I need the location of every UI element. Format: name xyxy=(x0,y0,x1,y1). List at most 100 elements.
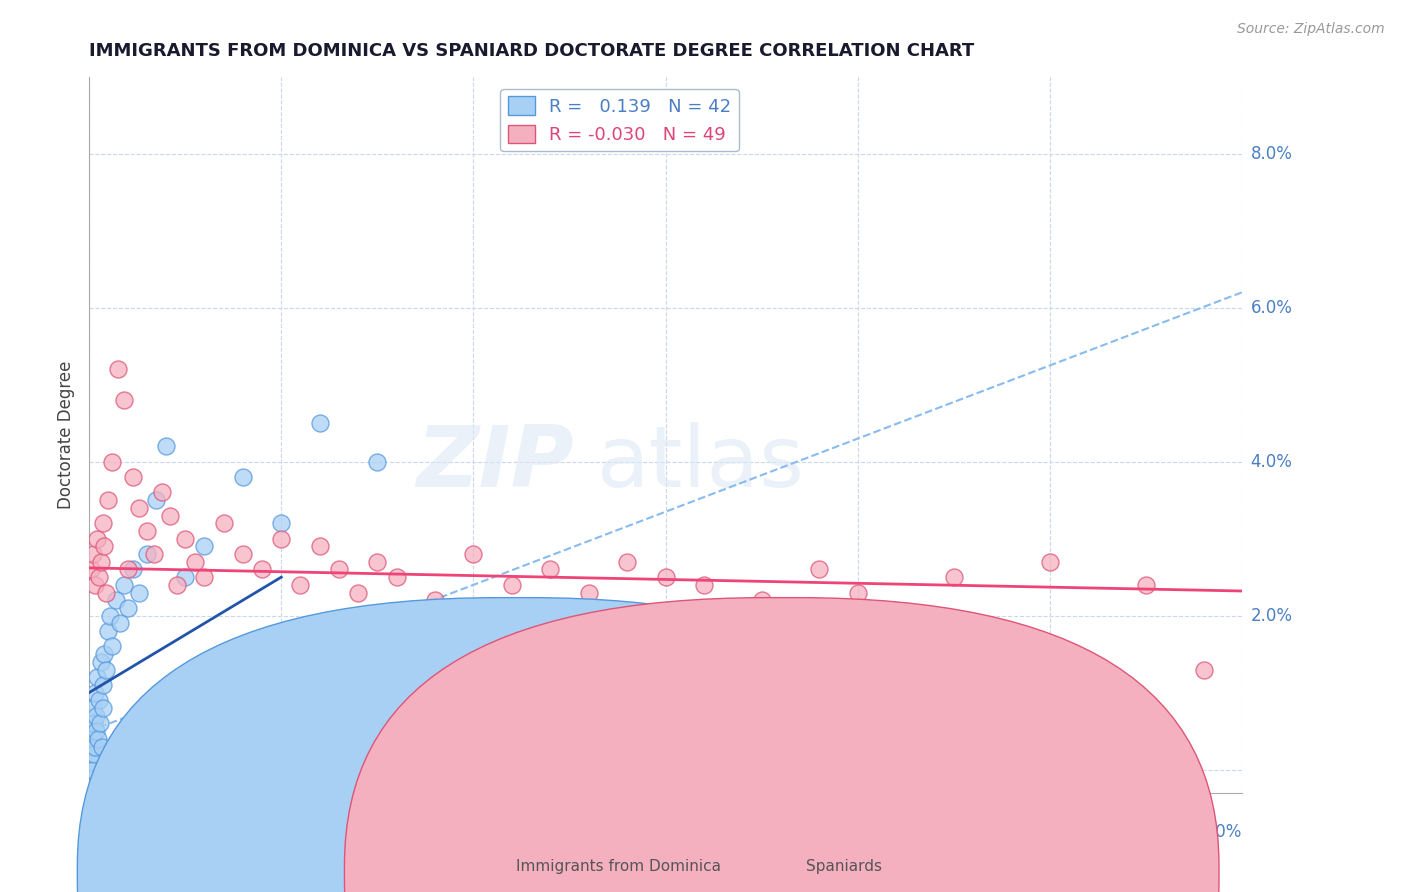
Point xyxy=(79,763,101,777)
Point xyxy=(166,578,188,592)
Point xyxy=(97,493,120,508)
Point xyxy=(97,624,120,638)
Point xyxy=(96,663,118,677)
Point xyxy=(578,585,600,599)
Legend: R =   0.139   N = 42, R = -0.030   N = 49: R = 0.139 N = 42, R = -0.030 N = 49 xyxy=(501,89,738,152)
Point xyxy=(93,539,115,553)
Point xyxy=(250,562,273,576)
Point xyxy=(128,585,150,599)
Point xyxy=(270,532,292,546)
Point xyxy=(193,539,215,553)
Point xyxy=(101,640,124,654)
Point xyxy=(616,555,638,569)
Point xyxy=(117,601,139,615)
Point xyxy=(942,570,965,584)
Point xyxy=(751,593,773,607)
Point xyxy=(79,747,101,762)
Point xyxy=(104,593,127,607)
Point xyxy=(155,439,177,453)
Point xyxy=(83,716,105,731)
Point xyxy=(98,608,121,623)
Point xyxy=(87,693,110,707)
Point xyxy=(423,593,446,607)
Point xyxy=(89,716,111,731)
Text: Source: ZipAtlas.com: Source: ZipAtlas.com xyxy=(1237,22,1385,37)
Text: IMMIGRANTS FROM DOMINICA VS SPANIARD DOCTORATE DEGREE CORRELATION CHART: IMMIGRANTS FROM DOMINICA VS SPANIARD DOC… xyxy=(89,42,974,60)
Text: 60.0%: 60.0% xyxy=(1189,823,1243,841)
Point xyxy=(112,392,135,407)
Text: 0.0%: 0.0% xyxy=(89,823,131,841)
Point xyxy=(122,470,145,484)
Point xyxy=(112,578,135,592)
Point xyxy=(83,686,105,700)
Point xyxy=(86,724,108,739)
Point xyxy=(83,578,105,592)
Point xyxy=(84,739,107,754)
Text: atlas: atlas xyxy=(596,422,804,505)
Point xyxy=(846,585,869,599)
Point xyxy=(87,731,110,746)
Point xyxy=(159,508,181,523)
Text: Spaniards: Spaniards xyxy=(806,859,882,874)
Point xyxy=(174,532,197,546)
Point xyxy=(174,570,197,584)
Point xyxy=(86,532,108,546)
Point xyxy=(80,562,103,576)
Point xyxy=(87,570,110,584)
Point xyxy=(86,670,108,684)
Point xyxy=(108,616,131,631)
Point xyxy=(90,655,112,669)
Point xyxy=(145,493,167,508)
Point xyxy=(91,678,114,692)
Text: ZIP: ZIP xyxy=(416,422,574,505)
Point xyxy=(308,416,330,430)
Point xyxy=(135,524,157,538)
Point xyxy=(385,570,408,584)
Point xyxy=(80,755,103,769)
Point xyxy=(808,562,831,576)
Text: Immigrants from Dominica: Immigrants from Dominica xyxy=(516,859,721,874)
Point xyxy=(232,547,254,561)
Text: 2.0%: 2.0% xyxy=(1250,607,1292,624)
Point xyxy=(80,724,103,739)
Point xyxy=(96,585,118,599)
Y-axis label: Doctorate Degree: Doctorate Degree xyxy=(58,360,75,508)
Point xyxy=(308,539,330,553)
Point xyxy=(654,570,676,584)
Point xyxy=(122,562,145,576)
Point xyxy=(128,500,150,515)
Point xyxy=(101,455,124,469)
Point xyxy=(501,578,523,592)
Text: 4.0%: 4.0% xyxy=(1250,452,1292,471)
Point xyxy=(366,555,388,569)
Point xyxy=(150,485,173,500)
Point xyxy=(91,516,114,531)
Text: 8.0%: 8.0% xyxy=(1250,145,1292,162)
Point xyxy=(193,570,215,584)
Point xyxy=(80,739,103,754)
Point xyxy=(84,708,107,723)
Point xyxy=(82,763,104,777)
Point xyxy=(82,547,104,561)
Point xyxy=(143,547,166,561)
Point xyxy=(135,547,157,561)
Point xyxy=(347,585,370,599)
Point xyxy=(290,578,312,592)
Point xyxy=(107,362,129,376)
Point xyxy=(212,516,235,531)
Point xyxy=(463,547,485,561)
Point xyxy=(366,455,388,469)
Point xyxy=(90,739,112,754)
Text: 6.0%: 6.0% xyxy=(1250,299,1292,317)
Point xyxy=(90,555,112,569)
Point xyxy=(270,516,292,531)
Point xyxy=(1039,555,1062,569)
Point xyxy=(538,562,561,576)
Point xyxy=(93,647,115,661)
Point xyxy=(328,562,350,576)
Point xyxy=(83,747,105,762)
Point xyxy=(184,555,207,569)
Point xyxy=(1192,663,1215,677)
Point xyxy=(93,701,115,715)
Point xyxy=(1135,578,1157,592)
